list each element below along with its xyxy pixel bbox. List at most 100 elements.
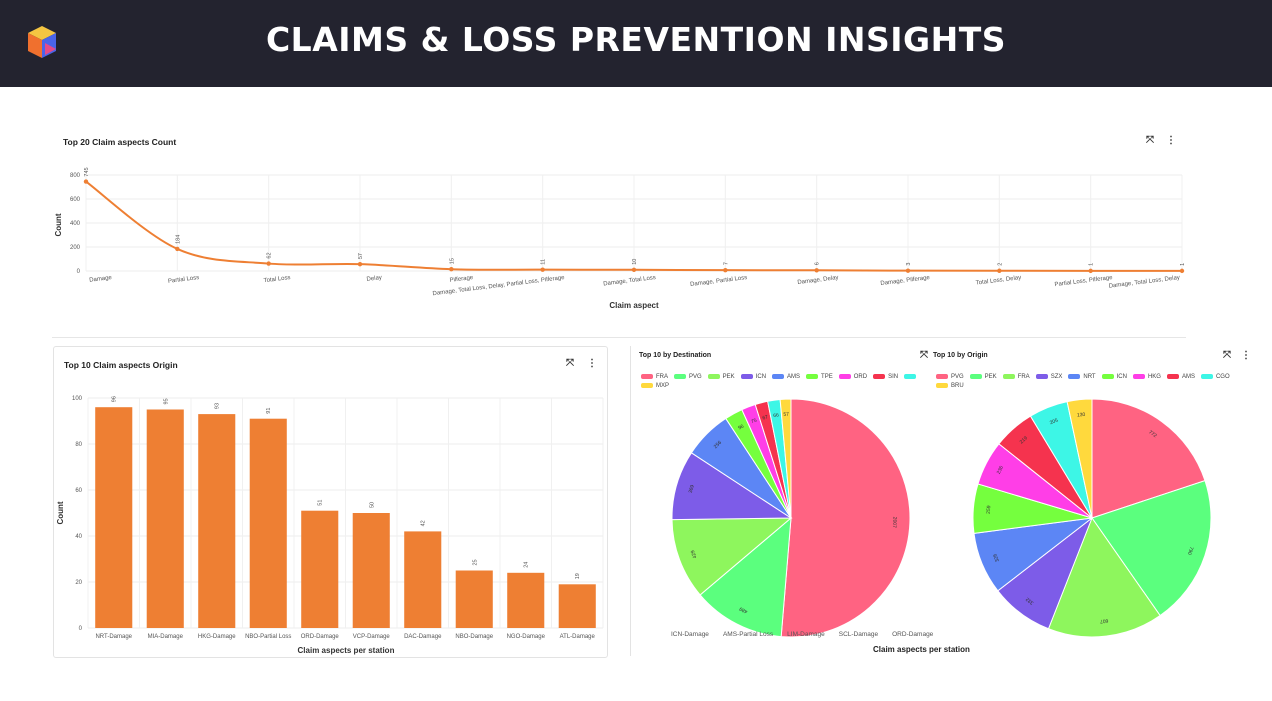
data-label: 3 [906, 263, 912, 266]
legend-item[interactable]: PEK [969, 372, 997, 381]
data-point[interactable] [1088, 268, 1093, 274]
bar[interactable] [404, 531, 442, 628]
cube-logo-icon[interactable] [25, 24, 59, 60]
more-vertical-icon[interactable]: ⋮ [1166, 135, 1176, 146]
pie-slice[interactable] [1091, 398, 1206, 519]
legend-item[interactable]: ICN [740, 372, 766, 381]
legend-item[interactable]: FRA [641, 372, 668, 381]
y-tick-label: 80 [75, 442, 82, 448]
x-tick-label: MIA-Damage [148, 634, 184, 640]
pie-slice[interactable] [780, 398, 911, 638]
more-vertical-icon[interactable]: ⋮ [1241, 350, 1251, 361]
pie-slice[interactable] [1047, 516, 1161, 638]
station-category-label: AMS-Partial Loss [722, 631, 774, 638]
slice-label: 369 [688, 484, 696, 494]
data-label: 62 [267, 252, 273, 258]
pie-slice[interactable] [671, 517, 793, 596]
pie-slice[interactable] [699, 516, 792, 638]
x-tick-label: NRT-Damage [95, 634, 132, 640]
bar[interactable] [558, 584, 596, 628]
bar[interactable] [198, 414, 236, 628]
legend-label: SIN [888, 373, 899, 380]
pie-slice[interactable] [1066, 398, 1093, 519]
data-point[interactable] [540, 267, 545, 272]
legend-label: SZX [1050, 373, 1063, 380]
legend-swatch [641, 383, 653, 388]
data-point[interactable] [175, 246, 180, 252]
legend-label: CGO [1215, 373, 1230, 380]
destination-legend: FRA PVG PEK ICN AMS TPE ORD SIN MXP [641, 372, 931, 390]
bar[interactable] [95, 407, 133, 628]
legend-swatch [772, 374, 785, 379]
slice-label: 75 [750, 418, 758, 426]
legend-label: HKG [1147, 373, 1161, 380]
data-label: 11 [541, 259, 547, 265]
legend-swatch [1132, 374, 1145, 379]
legend-item[interactable]: PVG [936, 372, 964, 381]
origin-pie-title: Top 10 by Origin [933, 352, 988, 359]
legend-item[interactable]: BRU [936, 381, 964, 390]
data-label: 7 [723, 262, 729, 265]
bar[interactable] [146, 409, 184, 629]
slice-label: 326 [992, 552, 1001, 562]
data-point[interactable] [723, 267, 728, 273]
data-label: 24 [524, 562, 530, 568]
legend-item[interactable]: PEK [707, 372, 735, 381]
pie-chart-panel: Top 10 by Destination ⤧ Top 10 by Origin… [630, 346, 1255, 656]
legend-item[interactable] [904, 372, 919, 381]
x-tick-label: ATL-Damage [560, 634, 596, 640]
legend-item[interactable]: SIN [873, 372, 898, 381]
x-tick-label: Damage, Partial Loss [690, 275, 748, 288]
legend-item[interactable]: TPE [806, 372, 833, 381]
x-tick-label: Pilferage [449, 275, 474, 284]
legend-item[interactable]: SZX [1035, 372, 1063, 381]
data-label: 93 [215, 403, 221, 409]
bar[interactable] [455, 570, 493, 629]
y-tick-label: 400 [70, 221, 81, 227]
bar[interactable] [507, 572, 545, 628]
expand-icon[interactable]: ⤧ [1146, 135, 1154, 146]
data-point[interactable] [449, 267, 454, 272]
legend-item[interactable]: ORD [838, 372, 867, 381]
data-point[interactable] [266, 261, 271, 266]
legend-item[interactable]: MXP [641, 381, 669, 390]
data-point[interactable] [631, 267, 637, 272]
y-tick-label: 100 [72, 396, 83, 402]
x-axis-label: Claim aspect [609, 301, 659, 310]
x-tick-label: NBO-Partial Loss [245, 634, 291, 640]
pie-charts: 2007 489 429 369 256 96 75 67 66 57 772 790 607 332 32… [671, 398, 1212, 638]
data-label: 42 [421, 520, 427, 526]
slice-label: 2007 [891, 517, 897, 529]
data-point[interactable] [83, 179, 89, 184]
legend-label: PVG [689, 373, 702, 380]
slice-label: 607 [1099, 617, 1108, 624]
pie-slice[interactable] [779, 398, 792, 519]
pie-slice[interactable] [1091, 480, 1212, 617]
data-label: 745 [84, 167, 90, 176]
bar[interactable] [249, 418, 287, 628]
data-point[interactable] [997, 268, 1002, 273]
x-tick-label: Partial Loss [168, 275, 200, 285]
legend-label: PVG [951, 373, 964, 380]
data-label: 19 [575, 573, 581, 579]
legend-item[interactable]: FRA [1002, 372, 1030, 381]
more-vertical-icon[interactable]: ⋮ [587, 358, 597, 369]
expand-icon[interactable]: ⤧ [566, 358, 574, 369]
data-point[interactable] [357, 261, 363, 267]
data-point[interactable] [814, 268, 819, 273]
legend-item[interactable]: AMS [772, 372, 800, 381]
legend-item[interactable]: CGO [1200, 372, 1230, 381]
legend-item[interactable]: AMS [1166, 372, 1195, 381]
legend-item[interactable]: NRT [1068, 372, 1096, 381]
y-tick-label: 200 [70, 245, 81, 251]
bar[interactable] [301, 510, 339, 628]
data-point[interactable] [905, 268, 911, 273]
legend-item[interactable]: PVG [674, 372, 702, 381]
legend-item[interactable]: HKG [1132, 372, 1161, 381]
expand-icon[interactable]: ⤧ [920, 350, 928, 361]
bar[interactable] [352, 513, 390, 628]
legend-item[interactable]: ICN [1101, 372, 1127, 381]
expand-icon[interactable]: ⤧ [1223, 350, 1231, 361]
data-point[interactable] [1179, 268, 1185, 274]
station-category-list: ICN-Damage AMS-Partial Loss LIM-Damage SCL-… [671, 631, 947, 638]
